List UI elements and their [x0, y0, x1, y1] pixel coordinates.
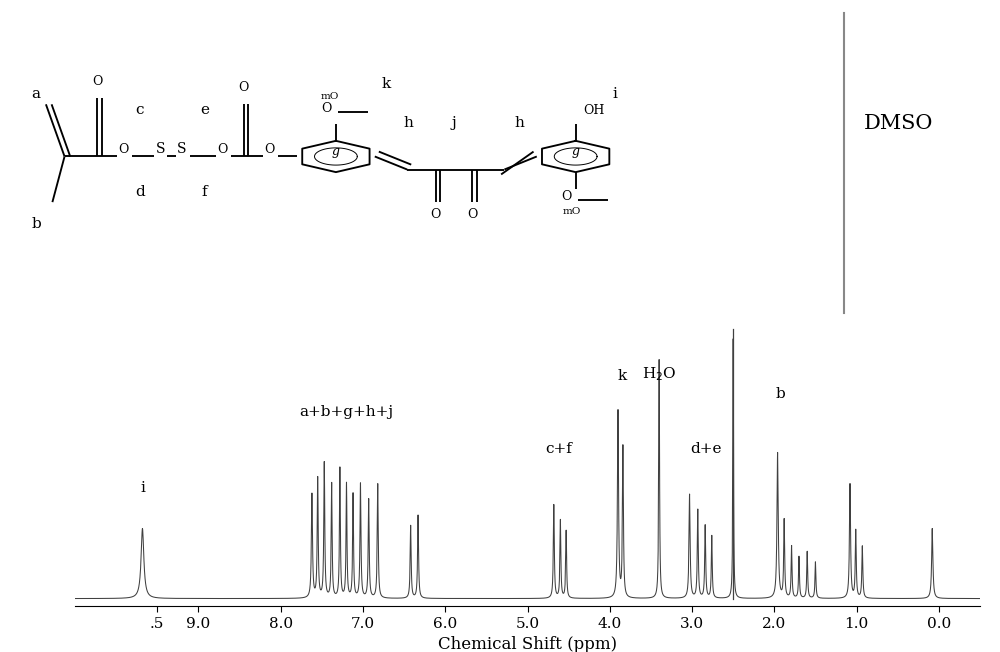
Text: O: O	[92, 75, 102, 88]
Text: S: S	[156, 142, 166, 156]
Text: h: h	[404, 116, 414, 130]
Text: k: k	[617, 369, 627, 383]
Text: O: O	[217, 143, 228, 156]
Text: g: g	[332, 145, 340, 158]
X-axis label: Chemical Shift (ppm): Chemical Shift (ppm)	[438, 636, 617, 652]
Text: i: i	[140, 481, 145, 495]
Text: OH: OH	[583, 104, 604, 117]
Text: b: b	[775, 387, 785, 401]
Text: a+b+g+h+j: a+b+g+h+j	[299, 406, 394, 419]
Text: c: c	[136, 103, 144, 117]
Text: d+e: d+e	[690, 442, 722, 456]
Text: mO: mO	[562, 207, 581, 216]
Text: g: g	[572, 145, 580, 158]
Text: H$_2$O: H$_2$O	[642, 365, 676, 383]
Text: a: a	[32, 87, 41, 101]
Text: k: k	[381, 77, 391, 91]
Text: O: O	[264, 143, 275, 156]
Text: j: j	[452, 116, 457, 130]
Text: h: h	[514, 116, 524, 130]
Text: d: d	[135, 185, 145, 199]
Text: O: O	[118, 143, 129, 156]
Text: O: O	[467, 209, 477, 222]
Text: O: O	[238, 82, 249, 95]
Text: mO: mO	[320, 93, 339, 102]
Text: i: i	[612, 87, 617, 101]
Text: b: b	[31, 217, 41, 231]
Text: e: e	[200, 103, 209, 117]
Text: f: f	[202, 185, 207, 199]
Text: DMSO: DMSO	[864, 114, 933, 134]
Text: O: O	[430, 209, 441, 222]
Text: O: O	[321, 102, 331, 115]
Text: O: O	[561, 190, 571, 203]
Text: S: S	[177, 142, 187, 156]
Text: c+f: c+f	[545, 442, 572, 456]
